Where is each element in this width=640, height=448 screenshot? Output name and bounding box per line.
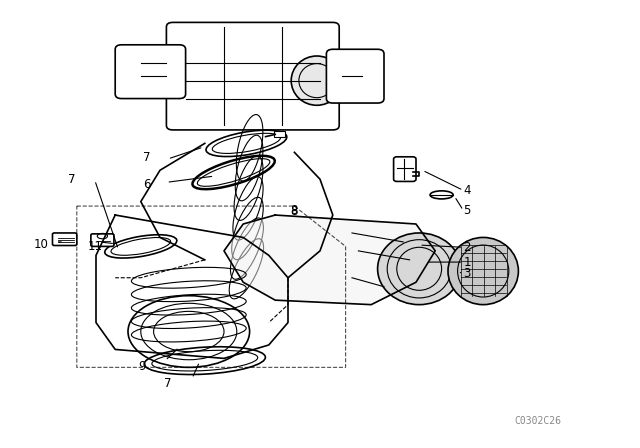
Text: 7: 7 <box>68 172 76 186</box>
Text: C0302C26: C0302C26 <box>514 416 561 426</box>
Text: 9: 9 <box>138 359 146 373</box>
Text: 1: 1 <box>463 255 471 269</box>
FancyBboxPatch shape <box>166 22 339 130</box>
Ellipse shape <box>448 237 518 305</box>
Text: 7: 7 <box>143 151 151 164</box>
Text: 11: 11 <box>87 240 102 253</box>
Text: 7: 7 <box>164 377 172 391</box>
Ellipse shape <box>291 56 342 105</box>
FancyBboxPatch shape <box>115 45 186 99</box>
Ellipse shape <box>408 241 418 248</box>
Text: 3: 3 <box>463 267 471 280</box>
Ellipse shape <box>378 233 461 305</box>
Text: 2: 2 <box>463 241 471 254</box>
FancyBboxPatch shape <box>52 233 77 246</box>
FancyBboxPatch shape <box>394 157 416 181</box>
FancyBboxPatch shape <box>326 49 384 103</box>
Text: 5: 5 <box>463 204 471 217</box>
Text: 8: 8 <box>291 205 298 218</box>
FancyBboxPatch shape <box>91 234 114 246</box>
Polygon shape <box>224 215 435 305</box>
Text: 4: 4 <box>463 184 471 197</box>
Ellipse shape <box>430 191 453 199</box>
Bar <box>274 131 285 137</box>
Text: 8: 8 <box>291 204 298 217</box>
Text: 6: 6 <box>143 178 151 191</box>
Text: 10: 10 <box>34 238 49 251</box>
